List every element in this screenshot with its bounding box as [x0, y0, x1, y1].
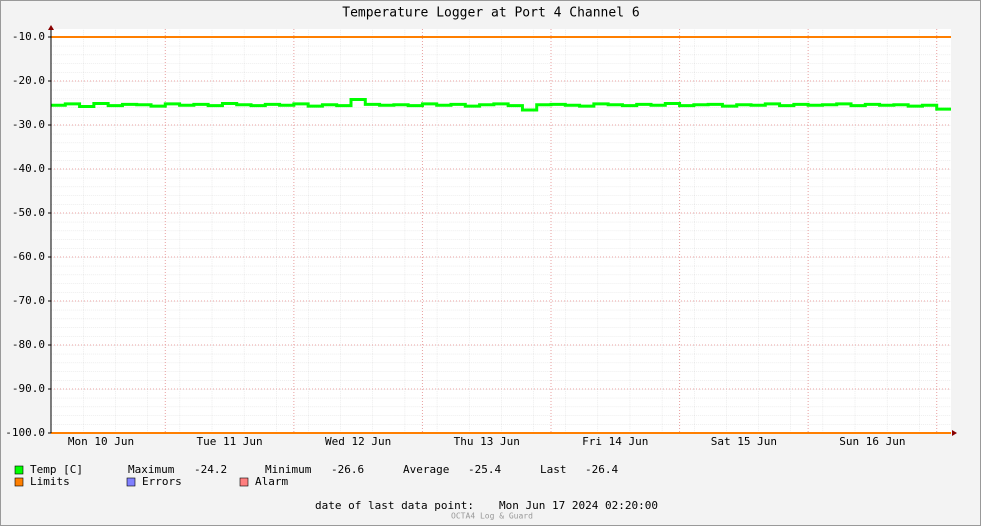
x-tick-label: Sat 15 Jun	[711, 435, 777, 448]
footer: OCTA4 Log & Guard	[451, 512, 533, 521]
y-arrow	[48, 25, 54, 30]
y-tick-label: -70.0	[12, 294, 45, 307]
legend-swatch	[14, 465, 24, 475]
chart-title: Temperature Logger at Port 4 Channel 6	[342, 6, 639, 21]
legend-swatch	[239, 477, 249, 487]
minor-grid	[51, 29, 951, 433]
stat-value: -26.6	[331, 463, 364, 476]
y-tick-label: -10.0	[12, 30, 45, 43]
stat-value: -24.2	[194, 463, 227, 476]
y-tick-label: -30.0	[12, 118, 45, 131]
stat-value: -25.4	[468, 463, 501, 476]
y-tick-label: -60.0	[12, 250, 45, 263]
legend-label: Alarm	[255, 475, 288, 488]
legend-label: Limits	[30, 475, 70, 488]
last-point: Mon Jun 17 2024 02:20:00	[499, 499, 658, 512]
y-tick-label: -20.0	[12, 74, 45, 87]
legend-swatch	[126, 477, 136, 487]
x-tick-label: Tue 11 Jun	[196, 435, 262, 448]
x-tick-label: Mon 10 Jun	[68, 435, 134, 448]
stat-label: Average	[403, 463, 449, 476]
legend-label: Errors	[142, 475, 182, 488]
plot	[51, 29, 951, 434]
y-tick-label: -40.0	[12, 162, 45, 175]
stat-value: -26.4	[585, 463, 618, 476]
y-tick-label: -90.0	[12, 382, 45, 395]
x-tick-label: Wed 12 Jun	[325, 435, 391, 448]
stat-label: Maximum	[128, 463, 175, 476]
legend-label: Temp [C]	[30, 463, 83, 476]
stat-label: Last	[540, 463, 567, 476]
x-tick-label: Thu 13 Jun	[454, 435, 520, 448]
x-arrow	[952, 430, 957, 436]
temp-line	[51, 97, 951, 112]
y-tick-label: -50.0	[12, 206, 45, 219]
last-point-label: date of last data point:	[315, 499, 474, 512]
y-tick-label: -80.0	[12, 338, 45, 351]
x-tick-label: Sun 16 Jun	[839, 435, 905, 448]
stat-label: Minimum	[265, 463, 312, 476]
y-tick-label: -100.0	[5, 426, 45, 439]
legend-swatch	[14, 477, 24, 487]
x-tick-label: Fri 14 Jun	[582, 435, 648, 448]
